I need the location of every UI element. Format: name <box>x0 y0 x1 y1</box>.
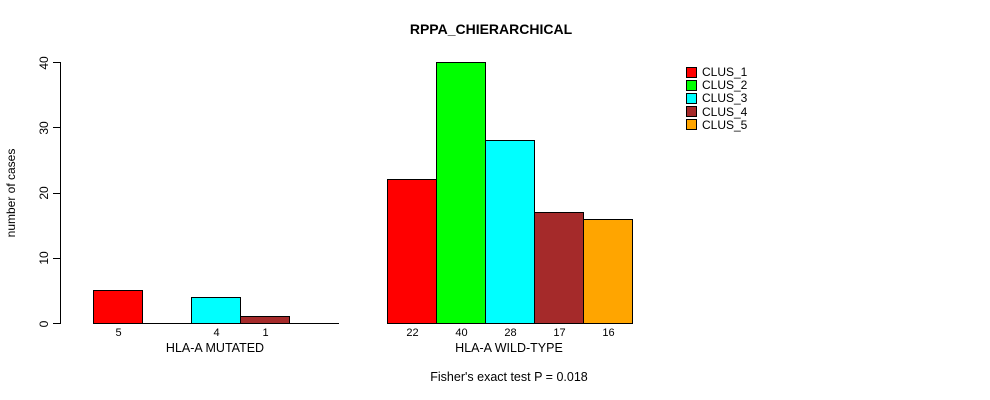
legend-label: CLUS_1 <box>702 65 748 79</box>
bar-clus-1-group-1 <box>93 290 143 324</box>
group-label-wild-type: HLA-A WILD-TYPE <box>455 341 563 355</box>
legend-swatch-clus-2 <box>686 79 697 91</box>
y-axis-tick-label: 40 <box>37 55 51 70</box>
bar-value-label: 22 <box>406 327 419 339</box>
y-axis-tick-label: 0 <box>37 320 51 327</box>
bar-clus-4-group-2 <box>534 212 584 324</box>
bar-value-label: 1 <box>262 327 269 339</box>
zero-bar-clus-5-group-1 <box>289 323 339 324</box>
legend-item: CLUS_1 <box>686 65 748 79</box>
y-axis-tick <box>53 323 61 324</box>
bar-clus-1-group-2 <box>387 179 437 324</box>
legend-item: CLUS_5 <box>686 117 748 132</box>
fisher-test-annotation: Fisher's exact test P = 0.018 <box>430 370 588 384</box>
legend-swatch-clus-3 <box>686 92 697 104</box>
y-axis-tick-label: 10 <box>37 251 51 265</box>
bar-clus-3-group-1 <box>191 297 241 324</box>
zero-bar-clus-2-group-1 <box>142 323 192 324</box>
y-axis-tick <box>53 257 61 259</box>
legend-label: CLUS_3 <box>702 91 748 106</box>
bar-value-label: 40 <box>455 327 468 339</box>
y-axis-tick <box>53 192 61 194</box>
bar-clus-3-group-2 <box>485 140 535 324</box>
y-axis-tick <box>53 62 61 63</box>
bar-value-label: 5 <box>115 327 122 339</box>
bar-value-label: 4 <box>213 327 220 339</box>
legend-swatch-clus-4 <box>686 106 697 118</box>
legend-label: CLUS_2 <box>702 78 748 93</box>
chart-title: RPPA_CHIERARCHICAL <box>409 21 573 37</box>
bar-clus-2-group-2 <box>436 62 486 324</box>
legend-item: CLUS_4 <box>686 104 748 119</box>
y-axis-tick-label: 30 <box>37 121 51 135</box>
legend-item: CLUS_3 <box>686 91 748 106</box>
bar-clus-4-group-1 <box>240 316 290 324</box>
bar-value-label: 28 <box>504 327 517 339</box>
legend-label: CLUS_5 <box>702 117 748 132</box>
y-axis-label: number of cases <box>4 148 18 238</box>
group-label-mutated: HLA-A MUTATED <box>165 341 265 355</box>
legend-swatch-clus-1 <box>686 66 697 78</box>
legend-item: CLUS_2 <box>686 78 748 93</box>
bar-clus-5-group-2 <box>583 219 633 324</box>
y-axis-tick-label: 20 <box>37 186 51 200</box>
bar-value-label: 16 <box>602 327 615 339</box>
legend-swatch-clus-5 <box>686 119 697 131</box>
y-axis-tick <box>53 127 61 129</box>
bar-value-label: 17 <box>553 327 566 339</box>
legend-label: CLUS_4 <box>702 104 748 119</box>
